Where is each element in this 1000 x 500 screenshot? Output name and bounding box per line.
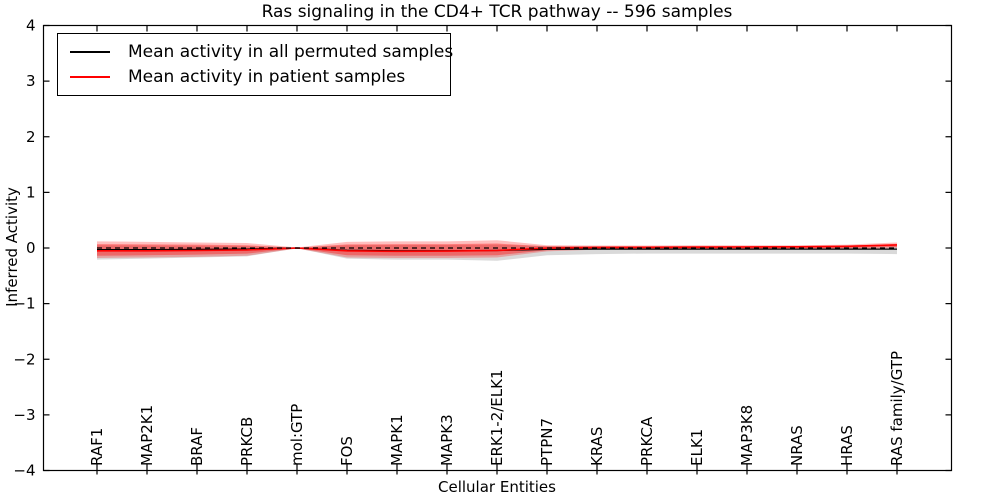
x-tick-label: FOS (338, 436, 356, 466)
legend-entry-permuted: Mean activity in all permuted samples (70, 42, 453, 62)
x-tick-label: PTPN7 (538, 418, 556, 466)
y-axis-title: Inferred Activity (3, 187, 21, 307)
x-axis-title: Cellular Entities (438, 478, 556, 496)
legend-entry-patient: Mean activity in patient samples (70, 67, 438, 87)
y-tick-label: 0 (26, 239, 36, 257)
patient-std-band-outer (97, 240, 897, 259)
x-tick-label: PRKCB (238, 417, 256, 466)
x-tick-label: RAF1 (88, 428, 106, 466)
patient-mean-line (97, 244, 898, 253)
y-tick-label: −1 (13, 295, 35, 313)
x-tick-label: NRAS (788, 425, 806, 466)
y-tick-label: 4 (26, 17, 36, 35)
x-tick-label: PRKCA (638, 416, 656, 466)
x-tick-label: MAP3K8 (738, 405, 756, 466)
y-tick-label: −2 (13, 350, 35, 368)
legend-label-patient: Mean activity in patient samples (128, 66, 406, 87)
x-tick-label: RAS family/GTP (888, 351, 906, 466)
legend-line-sample-black (70, 51, 110, 54)
y-tick-label: −3 (13, 406, 35, 424)
y-axis-ticks: −4 −3 −2 −1 0 1 2 3 4 (13, 17, 952, 480)
y-tick-label: −4 (13, 462, 35, 480)
chart-title: Ras signaling in the CD4+ TCR pathway --… (261, 2, 733, 22)
y-tick-label: 3 (26, 72, 36, 90)
legend-label-permuted: Mean activity in all permuted samples (128, 42, 454, 63)
x-tick-label: ELK1 (688, 429, 706, 466)
series-lines (97, 244, 898, 253)
x-tick-label: MAPK3 (438, 414, 456, 466)
legend-line-sample-red (70, 75, 110, 78)
x-tick-label: ERK1-2/ELK1 (488, 369, 506, 466)
legend-box: Mean activity in all permuted samples Me… (57, 33, 453, 96)
x-tick-label: BRAF (188, 427, 206, 466)
x-tick-label: MAPK1 (388, 414, 406, 466)
y-tick-label: 2 (26, 128, 36, 146)
x-tick-label: MAP2K1 (138, 405, 156, 466)
x-tick-label: HRAS (838, 425, 856, 466)
y-tick-label: 1 (26, 183, 36, 201)
x-tick-label: mol:GTP (288, 404, 306, 466)
x-tick-label: KRAS (588, 427, 606, 466)
x-axis-ticks: RAF1 MAP2K1 BRAF PRKCB mol:GTP FOS MAPK1 MAPK3 E… (88, 25, 906, 475)
